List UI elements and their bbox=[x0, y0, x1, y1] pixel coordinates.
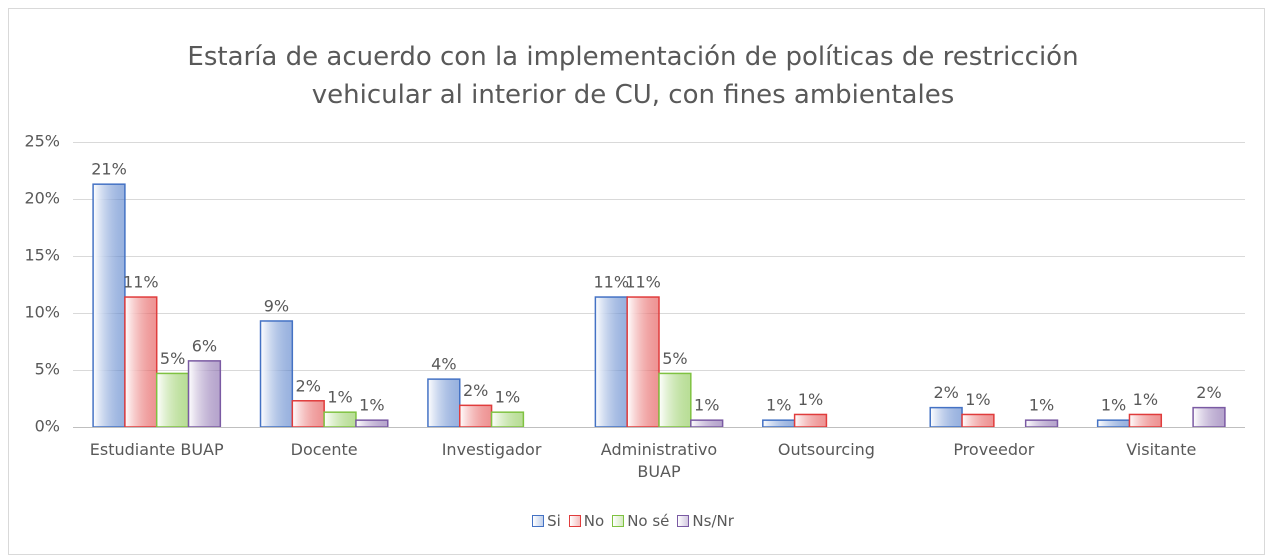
x-tick-label: Visitante bbox=[1126, 440, 1197, 459]
chart-border bbox=[8, 8, 1265, 555]
bar bbox=[187, 360, 222, 428]
legend-label: Si bbox=[547, 512, 561, 530]
legend-item: No bbox=[568, 512, 605, 530]
bar bbox=[355, 419, 389, 428]
data-label: 11% bbox=[123, 273, 159, 292]
data-label: 1% bbox=[766, 396, 791, 415]
legend-label: No bbox=[583, 512, 605, 530]
y-tick-label: 25% bbox=[24, 132, 60, 151]
x-tick-label: Investigador bbox=[441, 440, 542, 459]
legend-label: No sé bbox=[627, 512, 670, 530]
x-tick-label: Administrativo BUAP bbox=[600, 440, 718, 481]
bar bbox=[490, 411, 525, 428]
bar bbox=[1096, 419, 1131, 428]
bar bbox=[323, 411, 357, 428]
data-label: 6% bbox=[192, 336, 217, 355]
bar bbox=[1024, 419, 1059, 428]
data-label: 2% bbox=[463, 381, 488, 400]
bar bbox=[793, 413, 828, 428]
x-tick-label: Proveedor bbox=[953, 440, 1035, 459]
bar bbox=[459, 404, 493, 428]
legend-label: Ns/Nr bbox=[692, 512, 734, 530]
data-label: 1% bbox=[495, 388, 520, 407]
legend: Si No No sé Ns/Nr bbox=[0, 512, 1266, 530]
bar bbox=[762, 419, 796, 428]
data-label: 5% bbox=[662, 349, 687, 368]
bar bbox=[961, 413, 995, 428]
data-label: 1% bbox=[1133, 390, 1158, 409]
data-label: 1% bbox=[359, 396, 384, 415]
data-label: 4% bbox=[431, 355, 456, 374]
legend-item: Si bbox=[532, 512, 561, 530]
bar bbox=[1128, 413, 1163, 428]
data-label: 1% bbox=[327, 388, 352, 407]
x-tick-label: Estudiante BUAP bbox=[89, 440, 224, 459]
data-label: 1% bbox=[965, 390, 990, 409]
data-label: 11% bbox=[594, 273, 630, 292]
bar bbox=[690, 419, 724, 428]
data-label: 2% bbox=[933, 383, 958, 402]
bar bbox=[259, 320, 294, 428]
data-label: 1% bbox=[798, 390, 823, 409]
bar bbox=[594, 296, 628, 428]
y-tick-label: 10% bbox=[24, 303, 60, 322]
bar bbox=[929, 406, 963, 428]
bar bbox=[291, 400, 325, 428]
data-label: 2% bbox=[1196, 383, 1221, 402]
bar bbox=[427, 378, 461, 428]
legend-swatch bbox=[532, 515, 545, 527]
bar bbox=[626, 296, 660, 428]
y-tick-label: 20% bbox=[24, 189, 60, 208]
data-label: 21% bbox=[91, 160, 127, 179]
legend-swatch bbox=[677, 515, 690, 527]
data-label: 1% bbox=[1101, 396, 1126, 415]
data-label: 9% bbox=[264, 296, 289, 315]
y-tick-label: 5% bbox=[35, 360, 60, 379]
y-tick-label: 15% bbox=[24, 246, 60, 265]
y-tick-label: 0% bbox=[35, 417, 60, 436]
data-label: 5% bbox=[160, 349, 185, 368]
legend-swatch bbox=[612, 515, 625, 527]
data-label: 11% bbox=[625, 273, 661, 292]
data-label: 2% bbox=[296, 376, 321, 395]
legend-item: No sé bbox=[612, 512, 669, 530]
x-tick-label: Docente bbox=[290, 440, 358, 459]
bar bbox=[124, 296, 158, 428]
bar bbox=[92, 183, 126, 428]
bar bbox=[1192, 406, 1226, 428]
x-tick-label: Outsourcing bbox=[777, 440, 875, 459]
data-label: 1% bbox=[694, 396, 719, 415]
legend-item: Ns/Nr bbox=[677, 512, 734, 530]
bar bbox=[155, 372, 190, 428]
chart-title: Estaría de acuerdo con la implementación… bbox=[187, 42, 1079, 110]
data-label: 1% bbox=[1029, 396, 1054, 415]
legend-swatch bbox=[568, 515, 581, 527]
bar bbox=[658, 372, 692, 428]
